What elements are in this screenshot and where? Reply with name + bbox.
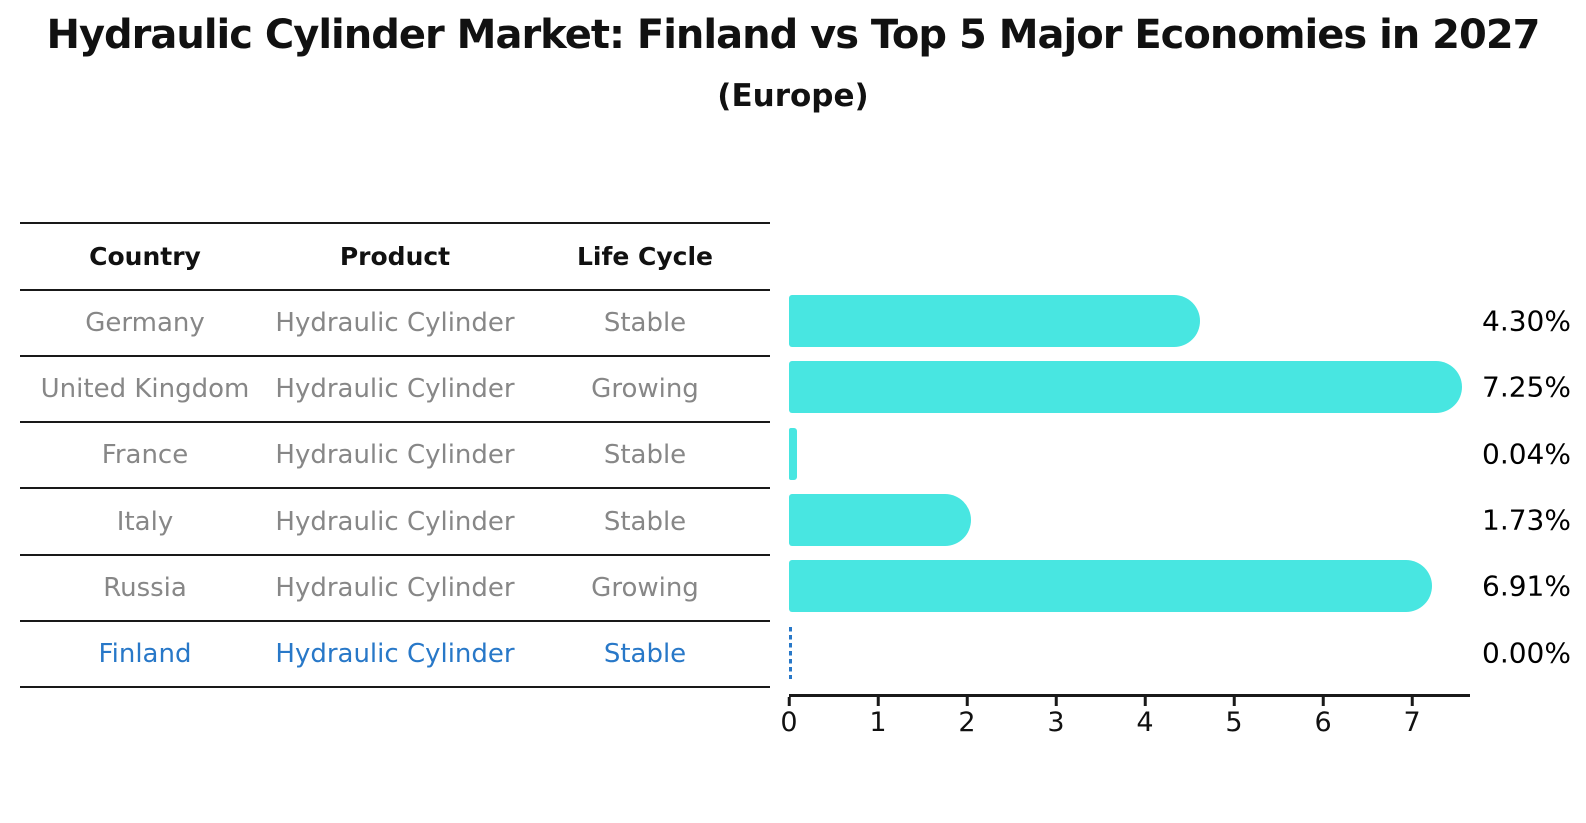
product-cell: Hydraulic Cylinder [275,572,515,603]
table-row: France Hydraulic Cylinder Stable [20,423,770,490]
bar-row: 7.25% [789,354,1586,420]
value-label: 0.00% [1482,636,1571,670]
x-tick-label: 0 [780,707,798,738]
table-row: Russia Hydraulic Cylinder Growing [20,556,770,623]
table-row: Italy Hydraulic Cylinder Stable [20,489,770,556]
product-cell: Hydraulic Cylinder [275,440,515,471]
x-tick-label: 7 [1403,707,1421,738]
x-tick-label: 4 [1136,707,1154,738]
x-tick-label: 1 [869,707,887,738]
table-body: Germany Hydraulic Cylinder Stable United Ki… [20,291,770,687]
bar [789,427,797,480]
lifecycle-cell: Growing [591,373,699,404]
bar [789,295,1200,347]
bar-row: 6.91% [789,553,1586,619]
comparison-table: Country Product Life Cycle Germany Hydrau… [20,222,770,689]
country-cell: Germany [85,307,205,338]
value-label: 4.30% [1482,304,1571,338]
bar-chart: 4.30% 7.25% 0.04% 1.73% 6.91% 0.00% [789,288,1586,686]
column-header-product: Product [339,241,451,271]
value-label: 0.04% [1482,437,1571,471]
column-header-lifecycle: Life Cycle [576,241,714,271]
table-row: United Kingdom Hydraulic Cylinder Growing [20,357,770,424]
product-cell: Hydraulic Cylinder [275,307,515,338]
chart-title: Hydraulic Cylinder Market: Finland vs To… [46,12,1540,58]
bar [789,560,1433,613]
bar [789,626,792,679]
bar-row: 4.30% [789,288,1586,354]
x-tick-label: 3 [1047,707,1065,738]
value-label: 7.25% [1482,370,1571,404]
table-row: Germany Hydraulic Cylinder Stable [20,291,770,357]
x-axis-line [789,694,1470,697]
x-tick-label: 5 [1225,707,1243,738]
column-header-country: Country [89,241,201,271]
x-tick-mark [965,697,969,706]
x-tick-mark [1054,697,1058,706]
bar [789,361,1463,414]
x-axis: 0 1 2 3 4 5 6 7 [780,694,1489,744]
x-tick-label: 2 [958,707,976,738]
lifecycle-cell: Stable [603,307,687,338]
product-cell: Hydraulic Cylinder [275,373,515,404]
value-label: 1.73% [1482,503,1571,537]
x-tick-mark [1143,697,1147,706]
lifecycle-cell: Stable [603,639,687,670]
country-cell: France [101,440,189,471]
table-row: Finland Hydraulic Cylinder Stable [20,622,770,686]
country-cell: Russia [103,572,187,603]
chart-subtitle: (Europe) [717,78,869,114]
x-tick-mark [787,697,791,706]
bar-row: 0.04% [789,421,1586,487]
country-cell: Finland [98,639,192,670]
table-header-row: Country Product Life Cycle [20,224,770,291]
country-cell: United Kingdom [40,373,250,404]
lifecycle-cell: Stable [603,506,687,537]
bar-row: 1.73% [789,487,1586,553]
x-tick-mark [1321,697,1325,706]
lifecycle-cell: Growing [591,572,699,603]
lifecycle-cell: Stable [603,440,687,471]
bar-row: 0.00% [789,620,1586,686]
x-tick-mark [876,697,880,706]
product-cell: Hydraulic Cylinder [275,506,515,537]
value-label: 6.91% [1482,569,1571,603]
x-tick-label: 6 [1314,707,1332,738]
x-tick-mark [1232,697,1236,706]
x-tick-mark [1410,697,1414,706]
bar [789,493,971,546]
product-cell: Hydraulic Cylinder [275,639,515,670]
country-cell: Italy [116,506,174,537]
